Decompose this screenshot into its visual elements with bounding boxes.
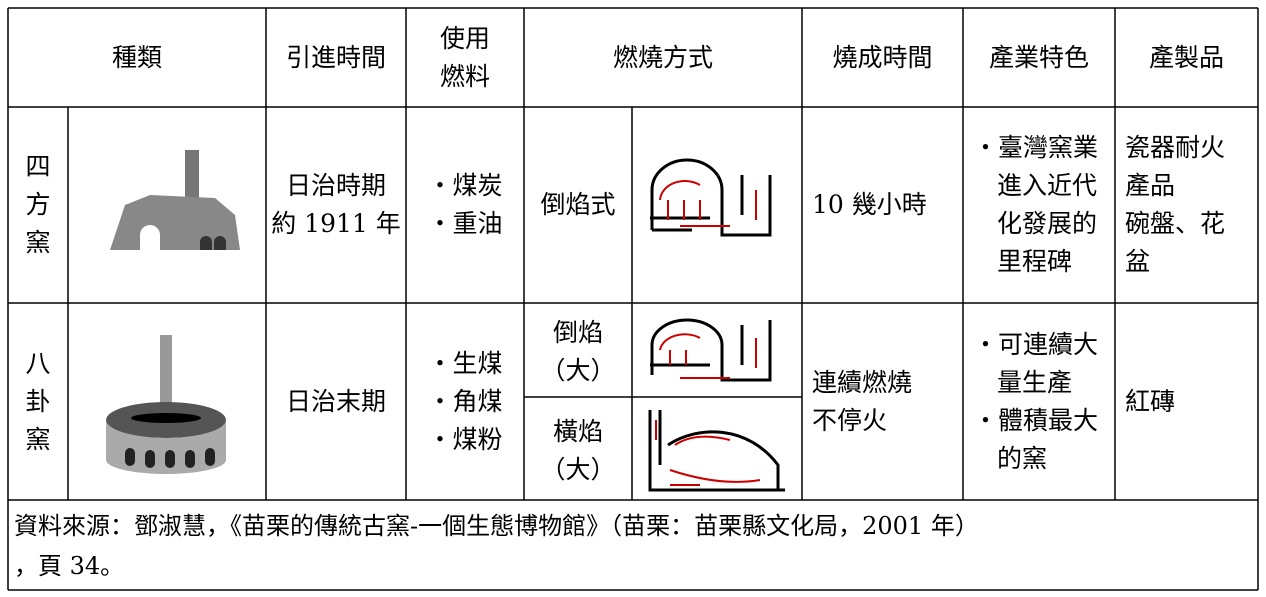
duration-cell: 連續燃燒 不停火 — [802, 303, 963, 500]
fuel-cell: ・生煤 ・角煤 ・煤粉 — [406, 303, 524, 500]
text-line: 卦 — [25, 386, 51, 416]
text-line: 盆 — [1125, 247, 1151, 276]
text-line: （大） — [540, 356, 616, 386]
source-note: 資料來源：鄧淑慧，《苗栗的傳統古窯-一個生態博物館》（苗栗：苗栗縣文化局，200… — [14, 506, 979, 586]
text-line: 窯 — [25, 228, 51, 257]
duration-cell: 10 幾小時 — [802, 107, 963, 303]
text-line: 窯 — [25, 424, 51, 454]
header-cell: 引進時間 — [266, 8, 406, 107]
text-line: 產製品 — [1148, 42, 1224, 72]
fuel-cell: ・煤炭 ・重油 — [406, 107, 524, 303]
octagonal-kiln-image — [106, 335, 226, 474]
text-line: ・角煤 — [427, 386, 503, 416]
text-line: 產業特色 — [988, 42, 1089, 72]
text-line: （大） — [540, 454, 616, 484]
grid-lines — [7, 7, 1259, 591]
text-line: 紅磚 — [1125, 386, 1176, 416]
text-line: 瓷器耐火 — [1125, 133, 1226, 162]
text-line: 約 1911 年 — [271, 209, 401, 238]
text-line: 四 — [25, 152, 51, 181]
features-cell: ・可連續大量生產・體積最大的窯 — [963, 303, 1115, 500]
text-line: 產品 — [1125, 171, 1176, 200]
header-cell: 燒成時間 — [802, 8, 963, 107]
downdraft-small-diagram — [650, 318, 772, 382]
text-line: 不停火 — [812, 405, 888, 435]
text-line: 連續燃燒 — [812, 367, 913, 397]
text-line: 碗盤、花 — [1125, 209, 1226, 238]
square-kiln-image — [110, 150, 240, 250]
header-cell: 產製品 — [1115, 8, 1258, 107]
text-line: 方 — [25, 190, 51, 219]
text-line: 資料來源：鄧淑慧，《苗栗的傳統古窯-一個生態博物館》（苗栗：苗栗縣文化局，200… — [14, 512, 979, 540]
text-line: 里程碑 — [997, 247, 1073, 276]
text-line: 10 幾小時 — [812, 190, 927, 219]
text-line: 燃燒方式 — [612, 42, 713, 72]
header-cell: 使用 燃料 — [406, 8, 524, 107]
header-cell: 產業特色 — [963, 8, 1115, 107]
text-line: 引進時間 — [285, 42, 386, 72]
firing-cell: 橫焰 （大） — [524, 402, 632, 501]
products-cell: 紅磚 — [1115, 303, 1258, 500]
firing-cell: 倒焰式 — [524, 107, 632, 303]
text-line: 燒成時間 — [832, 42, 933, 72]
text-line: 進入近代 — [997, 171, 1098, 200]
kind-cell: 四方窯 — [8, 107, 68, 303]
text-line: 化發展的 — [997, 209, 1098, 238]
text-line: ，頁 34。 — [14, 552, 125, 580]
text-line: ・可連續大 — [973, 329, 1099, 359]
text-line: 量生產 — [997, 367, 1073, 397]
introduced-cell: 日治時期約 1911 年 — [266, 107, 406, 303]
text-line: ・體積最大 — [973, 405, 1099, 435]
text-line: 使用 — [439, 23, 490, 53]
text-line: 的窯 — [997, 443, 1048, 473]
text-line: ・煤炭 — [427, 171, 503, 200]
text-line: ・臺灣窯業 — [973, 133, 1099, 162]
text-line: 日治時期 — [285, 171, 386, 200]
text-line: 燃料 — [439, 61, 490, 91]
kind-cell: 八卦窯 — [8, 303, 68, 500]
text-line: 日治末期 — [285, 386, 386, 416]
products-cell: 瓷器耐火產品碗盤、花盆 — [1115, 107, 1258, 303]
text-line: ・重油 — [427, 209, 503, 238]
text-line: ・生煤 — [427, 348, 503, 378]
text-line: 種類 — [111, 42, 162, 72]
text-line: 倒焰式 — [540, 190, 616, 219]
text-line: 八 — [25, 348, 51, 378]
text-line: ・煤粉 — [427, 424, 503, 454]
features-cell: ・臺灣窯業進入近代化發展的里程碑 — [963, 107, 1115, 303]
downdraft-diagram — [650, 158, 772, 237]
introduced-cell: 日治末期 — [266, 303, 406, 500]
crossdraft-diagram — [648, 410, 785, 492]
text-line: 橫焰 — [552, 416, 603, 446]
header-cell: 燃燒方式 — [524, 8, 802, 107]
text-line: 倒焰 — [552, 318, 603, 348]
firing-cell: 倒焰 （大） — [524, 303, 632, 402]
header-cell: 種類 — [8, 8, 266, 107]
